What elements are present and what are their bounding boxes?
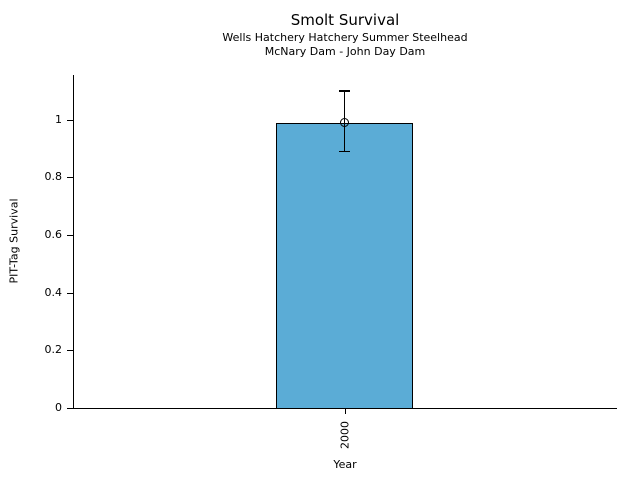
x-tick-mark	[345, 408, 346, 414]
y-tick-mark	[67, 408, 73, 409]
y-tick-label: 0.2	[44, 343, 63, 356]
y-tick-label: 0	[55, 401, 62, 414]
chart-title: Smolt Survival	[290, 11, 400, 29]
chart-subtitle-line1: Wells Hatchery Hatchery Summer Steelhead	[222, 31, 468, 44]
y-axis-spine	[73, 75, 74, 409]
error-bar-cap-top	[339, 90, 350, 92]
y-tick-label: 0.8	[44, 170, 63, 183]
y-tick-mark	[67, 120, 73, 121]
chart-subtitle-line2: McNary Dam - John Day Dam	[264, 45, 426, 58]
y-tick-mark	[67, 235, 73, 236]
bar-2000	[276, 122, 413, 409]
y-tick-mark	[67, 177, 73, 178]
error-bar-cap-bottom	[339, 150, 350, 153]
x-axis-label: Year	[333, 458, 357, 471]
y-tick-label: 0.4	[44, 286, 63, 299]
y-tick-label: 1	[55, 113, 62, 126]
y-tick-mark	[67, 350, 73, 351]
x-tick-label: 2000	[338, 421, 351, 449]
error-bar-marker	[340, 118, 349, 128]
y-tick-mark	[67, 293, 73, 294]
y-tick-label: 0.6	[44, 228, 63, 241]
